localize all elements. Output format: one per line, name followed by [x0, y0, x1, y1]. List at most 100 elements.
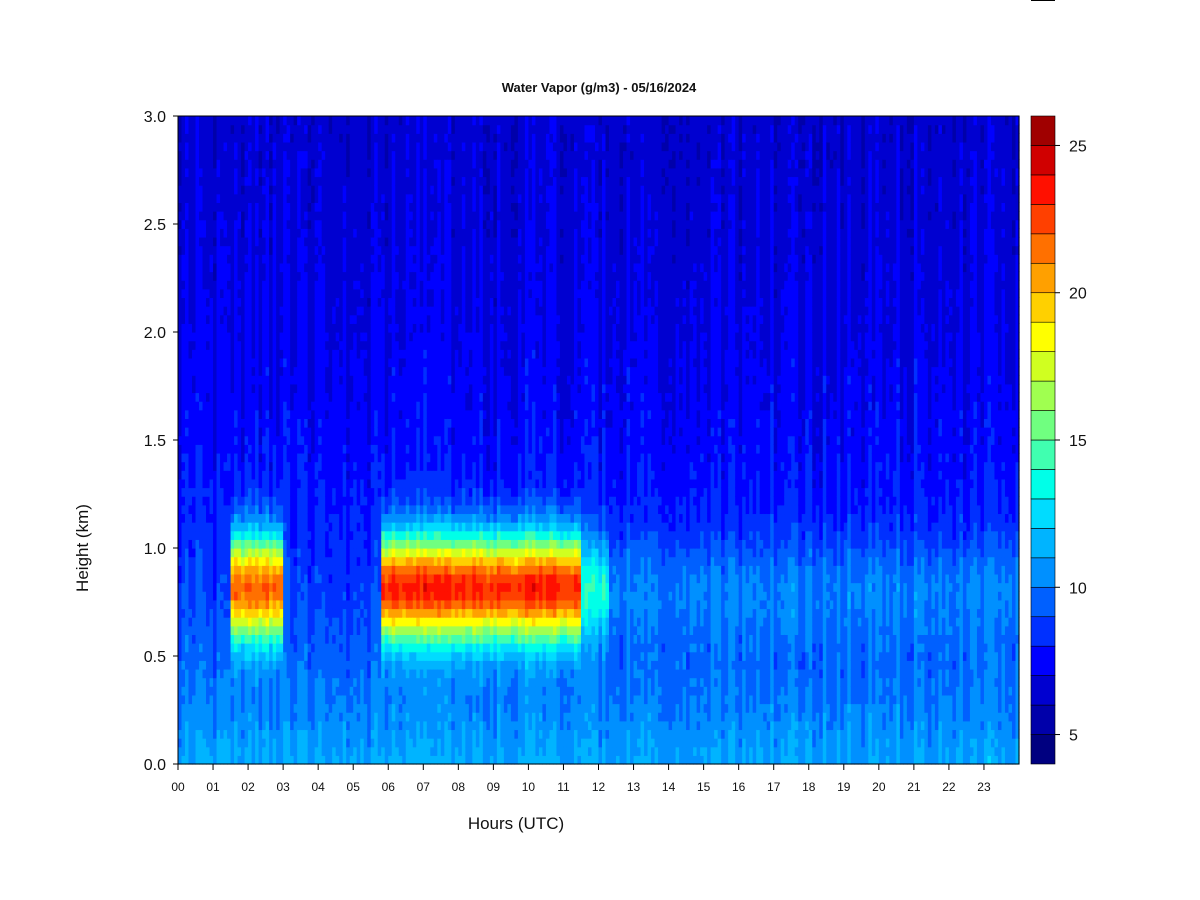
heatmap-cell: [377, 660, 382, 670]
heatmap-cell: [223, 677, 228, 687]
heatmap-cell: [293, 712, 298, 722]
heatmap-cell: [328, 712, 333, 722]
heatmap-cell: [216, 660, 221, 670]
heatmap-cell: [230, 548, 235, 558]
heatmap-cell: [377, 755, 382, 765]
heatmap-cell: [269, 306, 274, 316]
heatmap-cell: [363, 487, 368, 497]
heatmap-cell: [276, 677, 281, 687]
heatmap-cell: [293, 357, 298, 368]
heatmap-cell: [234, 280, 239, 290]
heatmap-cell: [346, 660, 351, 670]
heatmap-cell: [391, 513, 396, 523]
heatmap-cell: [381, 167, 386, 178]
heatmap-cell: [360, 141, 365, 152]
heatmap-cell: [209, 565, 214, 575]
heatmap-cell: [241, 306, 246, 316]
heatmap-cell: [237, 271, 242, 281]
heatmap-cell: [255, 236, 260, 247]
heatmap-cell: [216, 703, 221, 713]
heatmap-cell: [297, 625, 302, 635]
heatmap-cell: [388, 591, 393, 601]
heatmap-cell: [346, 202, 351, 212]
heatmap-cell: [311, 504, 316, 515]
heatmap-cell: [178, 271, 183, 281]
heatmap-cell: [251, 556, 256, 566]
heatmap-cell: [356, 133, 361, 143]
heatmap-cell: [206, 357, 211, 368]
heatmap-cell: [335, 150, 340, 160]
heatmap-cell: [384, 513, 389, 523]
heatmap-cell: [346, 573, 351, 584]
heatmap-cell: [335, 133, 340, 143]
heatmap-cell: [391, 548, 396, 558]
heatmap-cell: [370, 651, 375, 661]
heatmap-cell: [353, 271, 358, 281]
heatmap-cell: [230, 193, 235, 203]
heatmap-cell: [234, 565, 239, 575]
heatmap-cell: [304, 556, 309, 566]
heatmap-cell: [185, 133, 190, 143]
heatmap-cell: [311, 383, 316, 394]
heatmap-cell: [269, 288, 274, 299]
heatmap-cell: [325, 573, 330, 584]
heatmap-cell: [192, 236, 197, 247]
heatmap-cell: [272, 262, 277, 273]
heatmap-cell: [227, 141, 232, 152]
heatmap-cell: [206, 133, 211, 143]
heatmap-cell: [185, 418, 190, 428]
heatmap-cell: [377, 582, 382, 592]
heatmap-cell: [297, 409, 302, 419]
heatmap-cell: [293, 530, 298, 540]
heatmap-cell: [370, 280, 375, 290]
heatmap-cell: [370, 340, 375, 350]
heatmap-cell: [293, 262, 298, 273]
heatmap-cell: [353, 660, 358, 670]
heatmap-cell: [409, 720, 414, 731]
heatmap-cell: [402, 297, 407, 307]
heatmap-cell: [346, 228, 351, 238]
heatmap-cell: [363, 349, 368, 359]
heatmap-cell: [342, 193, 347, 203]
heatmap-cell: [290, 366, 295, 376]
heatmap-cell: [300, 496, 305, 506]
heatmap-cell: [206, 573, 211, 584]
heatmap-cell: [346, 522, 351, 532]
heatmap-cell: [213, 193, 218, 203]
heatmap-cell: [370, 668, 375, 679]
heatmap-cell: [405, 729, 410, 739]
heatmap-cell: [255, 686, 260, 696]
heatmap-cell: [374, 418, 379, 428]
heatmap-cell: [339, 668, 344, 679]
heatmap-cell: [335, 617, 340, 627]
heatmap-cell: [244, 599, 249, 610]
heatmap-cell: [304, 401, 309, 411]
heatmap-cell: [195, 383, 200, 394]
heatmap-cell: [328, 116, 333, 126]
heatmap-cell: [272, 219, 277, 229]
heatmap-cell: [377, 185, 382, 195]
heatmap-cell: [388, 219, 393, 229]
heatmap-cell: [265, 392, 270, 402]
heatmap-cell: [178, 332, 183, 342]
heatmap-cell: [307, 496, 312, 506]
heatmap-cell: [293, 573, 298, 584]
heatmap-cell: [297, 677, 302, 687]
heatmap-cell: [342, 383, 347, 394]
heatmap-cell: [209, 703, 214, 713]
heatmap-cell: [213, 513, 218, 523]
heatmap-cell: [213, 219, 218, 229]
heatmap-cell: [220, 332, 225, 342]
heatmap-cell: [398, 141, 403, 152]
heatmap-cell: [297, 254, 302, 264]
heatmap-cell: [185, 435, 190, 445]
heatmap-cell: [363, 694, 368, 705]
heatmap-cell: [265, 720, 270, 731]
heatmap-cell: [181, 591, 186, 601]
heatmap-cell: [209, 185, 214, 195]
heatmap-cell: [307, 530, 312, 540]
heatmap-cell: [251, 427, 256, 437]
heatmap-cell: [258, 513, 263, 523]
heatmap-cell: [213, 167, 218, 178]
heatmap-cell: [220, 746, 225, 756]
